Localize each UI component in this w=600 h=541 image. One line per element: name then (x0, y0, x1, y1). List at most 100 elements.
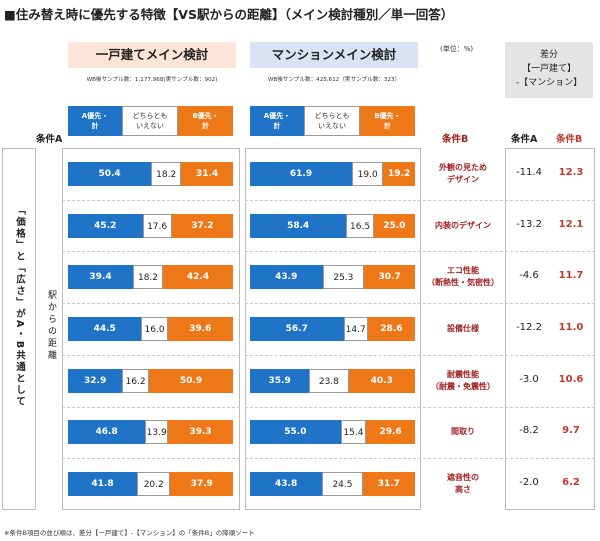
mansion-row-divider (245, 199, 421, 201)
mansion-bar-b: 29.6 (366, 420, 415, 445)
mansion-header: マンションメイン検討 (250, 42, 418, 68)
diff-value-b: 11.7 (558, 270, 584, 282)
diff-row-divider (505, 458, 595, 460)
condition-b-label-line: エコ性能 (447, 266, 479, 276)
mansion-bar-b: 28.6 (367, 316, 415, 341)
legend-a-line1: A優先・ (263, 112, 291, 120)
diff-row-divider (505, 251, 595, 253)
condition-b-label-line: 設備仕様 (447, 323, 479, 333)
condition-b-label-line: 遮音性の (447, 473, 479, 483)
label-row-divider (423, 303, 503, 305)
house-bar-a: 32.9 (68, 368, 123, 393)
condition-b-label-line: 耐震性能 (447, 369, 479, 379)
mansion-bar-a: 56.7 (250, 316, 344, 341)
unit-label: (単位：%) (440, 45, 474, 53)
mansion-legend-a: A優先・計 (250, 106, 304, 136)
mansion-bar-a: 43.9 (250, 265, 323, 290)
condition-b-label-text: 内装のデザイン (435, 220, 491, 232)
house-bar-a: 41.8 (68, 472, 138, 497)
diff-value-a: -4.6 (519, 270, 539, 282)
house-bar-neutral: 18.2 (151, 161, 182, 186)
col-a-label: 条件A (36, 134, 63, 145)
house-bar-b: 39.6 (167, 316, 233, 341)
house-legend-a: A優先・計 (68, 106, 122, 136)
house-bar-b: 31.4 (181, 161, 233, 186)
house-bar-a: 39.4 (68, 265, 133, 290)
condition-b-label-line: 内装のデザイン (435, 220, 491, 230)
house-bar-neutral: 13.9 (145, 420, 169, 445)
house-legend-neutral: どちらとも いえない (122, 106, 178, 136)
col-b-label: 条件B (442, 134, 469, 145)
label-row-divider (423, 251, 503, 253)
legend-neutral-line1: どちらとも (314, 112, 350, 120)
diff-value-b: 12.1 (558, 218, 584, 230)
legend-neutral-line2: いえない (318, 122, 346, 130)
house-bar-neutral: 17.6 (142, 213, 172, 238)
condition-b-label-line: 高さ (455, 485, 471, 495)
legend-neutral-line2: いえない (136, 122, 164, 130)
diff-value-b: 6.2 (562, 477, 580, 489)
diff-col-b-label: 条件B (556, 134, 583, 145)
mansion-bar-b: 19.2 (383, 161, 415, 186)
mansion-bar-neutral: 24.5 (322, 472, 363, 497)
mansion-bar-a: 55.0 (250, 420, 341, 445)
condition-b-label-text: エコ性能 （断熱性・気密性） (427, 265, 499, 289)
legend-b-line1: B優先・ (192, 112, 219, 120)
condition-b-label-line: （断熱性・気密性） (427, 278, 499, 288)
diff-row-divider (505, 354, 595, 356)
condition-a-text: 「価格」と「広さ」がA・B共通として (14, 205, 25, 408)
house-bar-neutral: 20.2 (137, 472, 171, 497)
condition-b-label-line: 間取り (451, 427, 475, 437)
mansion-bar-a: 35.9 (250, 368, 310, 393)
diff-value-a: -13.2 (516, 218, 542, 230)
mansion-bar-neutral: 19.0 (352, 161, 384, 186)
house-row-divider (62, 458, 240, 460)
mansion-legend-b: B優先・計 (360, 106, 415, 136)
diff-value-a: -12.2 (516, 321, 542, 333)
mansion-bar-neutral: 14.7 (343, 316, 368, 341)
house-bar-neutral: 16.0 (141, 316, 168, 341)
house-row-divider (62, 199, 240, 201)
mansion-bar-neutral: 25.3 (322, 265, 365, 290)
legend-b-line2: 計 (202, 122, 209, 130)
mansion-bar-b: 31.7 (362, 472, 415, 497)
house-row-divider (62, 303, 240, 305)
house-sample-size: WB後サンプル数：1,177,968(実サンプル数：902) (86, 77, 218, 83)
mansion-bar-neutral: 15.4 (340, 420, 367, 445)
condition-b-label-text: 耐震性能 （耐震・免震性） (431, 369, 495, 393)
house-header: 一戸建てメイン検討 (68, 42, 236, 68)
mansion-bar-neutral: 23.8 (309, 368, 349, 393)
diff-value-a: -11.4 (516, 166, 542, 178)
label-row-divider (423, 458, 503, 460)
house-bar-b: 42.4 (163, 265, 233, 290)
condition-b-label-line: （耐震・免震性） (431, 381, 495, 391)
diff-value-a: -8.2 (519, 425, 539, 437)
house-row-divider (62, 354, 240, 356)
condition-b-label-line: 外観の見ため (439, 162, 487, 172)
diff-value-b: 9.7 (562, 425, 580, 437)
condition-a-band (2, 148, 36, 510)
legend-a-line2: 計 (273, 122, 281, 130)
house-row-divider (62, 251, 240, 253)
condition-b-label: 耐震性能 （耐震・免震性） (421, 355, 505, 407)
mansion-bar-b: 30.7 (364, 265, 415, 290)
mansion-row-divider (245, 406, 421, 408)
mansion-bar-b: 40.3 (348, 368, 415, 393)
mansion-row-divider (245, 251, 421, 253)
mansion-bar-b: 25.0 (373, 213, 415, 238)
mansion-sample-size: WB後サンプル数：425,612（実サンプル数：323） (267, 77, 401, 83)
condition-b-label-text: 間取り (451, 426, 475, 438)
label-row-divider (423, 199, 503, 201)
diff-value-b: 12.3 (558, 166, 584, 178)
diff-value-a: -2.0 (519, 477, 539, 489)
diff-value-a: -3.0 (519, 373, 539, 385)
house-bar-b: 37.9 (170, 472, 233, 497)
legend-b-line1: B優先・ (374, 112, 401, 120)
condition-b-label-text: 外観の見ため デザイン (439, 162, 487, 186)
condition-b-label: エコ性能 （断熱性・気密性） (421, 251, 505, 303)
condition-b-label-text: 設備仕様 (447, 323, 479, 335)
diff-header-line-2: 【一戸建て】 (521, 64, 576, 74)
legend-neutral-line1: どちらとも (132, 112, 168, 120)
condition-b-label: 外観の見ため デザイン (421, 148, 505, 200)
house-bar-a: 50.4 (68, 161, 152, 186)
